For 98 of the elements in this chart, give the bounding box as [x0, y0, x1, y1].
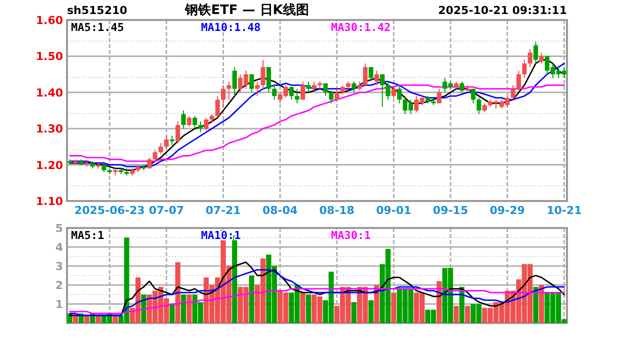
y-tick-label: 3 [55, 260, 63, 273]
bar [249, 276, 254, 323]
candlestick [249, 74, 254, 93]
x-tick-label: 09-15 [432, 204, 468, 217]
x-tick-label: 09-01 [376, 204, 412, 217]
candlestick [522, 59, 527, 78]
candlestick [210, 114, 214, 124]
candlestick [220, 84, 226, 108]
bar [96, 315, 101, 323]
bar [84, 315, 90, 323]
candlestick [391, 84, 396, 98]
text: MA30:1.42 [331, 21, 391, 34]
text: MA10:1.48 [201, 21, 261, 34]
candlestick [192, 115, 198, 130]
candlestick [198, 120, 203, 133]
candlestick [352, 81, 356, 93]
chart-title: 钢铁ETF — 日K线图 [184, 3, 309, 18]
candlestick [328, 90, 334, 104]
x-tick-label: 07-07 [148, 204, 184, 217]
text: 2025-10-21 09:31:11 [438, 4, 567, 17]
y-tick-label: 1.10 [36, 195, 64, 208]
candlestick [470, 88, 476, 104]
x-tick-label: 2025-06-23 [74, 204, 145, 217]
candlestick [374, 70, 379, 86]
text: MA30:1 [331, 229, 372, 242]
candlestick [528, 48, 532, 68]
candlestick [436, 88, 442, 104]
candlestick [516, 70, 521, 92]
candlestick [181, 110, 186, 130]
candlestick [380, 74, 385, 108]
candlestick [539, 52, 544, 64]
bar [180, 294, 186, 323]
candlestick [164, 135, 169, 150]
line-series [69, 288, 565, 314]
candlestick [204, 117, 208, 131]
candlestick [255, 81, 260, 97]
y-tick-label: 1.50 [36, 50, 64, 64]
candlestick [363, 62, 368, 86]
bar [538, 285, 544, 323]
text: sh515210 [67, 4, 128, 17]
candlestick [482, 102, 487, 113]
candlestick [289, 86, 294, 100]
y-tick-label: 1.60 [36, 14, 64, 27]
candlestick [312, 81, 316, 92]
bar [368, 300, 374, 323]
candlestick [300, 81, 306, 100]
x-tick-label: 08-04 [262, 204, 298, 217]
candlestick [510, 84, 516, 100]
candlestick [323, 82, 328, 97]
candlestick [306, 81, 311, 93]
y-tick-label: 1.40 [36, 86, 64, 100]
candlestick [266, 66, 271, 93]
bar [300, 292, 306, 323]
candlestick [340, 84, 345, 95]
candlestick [386, 81, 390, 100]
bar [306, 294, 312, 323]
candlestick [170, 135, 174, 146]
x-tick-label: 09-29 [490, 204, 525, 217]
candlestick [226, 81, 232, 100]
bar [112, 315, 118, 323]
y-tick-label: 4 [55, 241, 64, 254]
y-tick-label: 2 [55, 279, 63, 292]
bar [141, 294, 146, 323]
text: MA5:1 [71, 229, 104, 242]
bar [351, 302, 356, 323]
x-tick-label: 08-18 [319, 204, 354, 217]
bar [465, 306, 470, 323]
y-tick-label: 5 [55, 222, 63, 235]
candlestick [176, 120, 180, 144]
candlestick [460, 81, 464, 93]
candlestick [232, 66, 237, 97]
candlestick [294, 88, 300, 104]
bar [175, 262, 180, 323]
candlestick [215, 96, 220, 118]
candlestick [147, 157, 152, 169]
x-tick-label: 10-21 [546, 204, 582, 217]
bar [454, 306, 459, 323]
text: MA5:1.45 [71, 21, 124, 34]
y-tick-label: 1.20 [36, 158, 64, 172]
candlestick [260, 59, 266, 90]
candlestick [272, 84, 277, 100]
candlestick [476, 97, 482, 115]
candlestick [186, 115, 192, 128]
bar [391, 292, 396, 323]
x-tick-label: 07-21 [206, 204, 241, 217]
candlestick [158, 142, 164, 154]
y-tick-label: 1 [55, 298, 63, 311]
bar [533, 286, 538, 323]
bar [170, 304, 175, 323]
candlestick [152, 150, 158, 162]
candlestick [397, 84, 402, 104]
bar [186, 294, 192, 323]
bar [72, 315, 78, 323]
candlestick [334, 88, 340, 102]
candlestick [533, 41, 538, 64]
candlestick [357, 81, 362, 92]
candlestick [368, 66, 374, 82]
y-tick-label: 1.30 [36, 122, 64, 136]
